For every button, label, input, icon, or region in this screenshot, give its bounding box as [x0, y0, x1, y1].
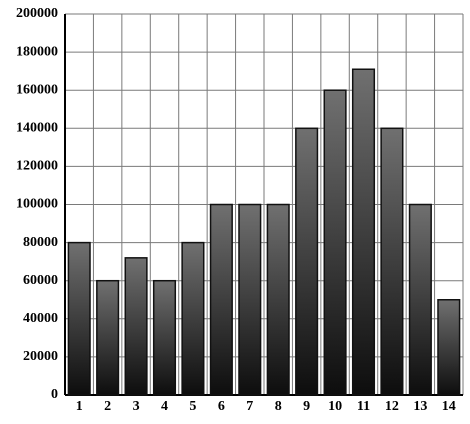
- bar: [351, 68, 376, 396]
- bar: [266, 203, 290, 396]
- y-tick-label: 80000: [23, 235, 58, 250]
- x-tick-label: 12: [385, 399, 399, 414]
- bar: [408, 203, 432, 396]
- x-tick-label: 6: [218, 399, 225, 414]
- x-tick-label: 8: [275, 399, 282, 414]
- bar: [124, 257, 148, 396]
- x-tick-label: 4: [161, 399, 168, 414]
- y-tick-label: 140000: [16, 121, 58, 136]
- bar: [323, 89, 347, 396]
- bar: [437, 299, 461, 396]
- bar: [181, 241, 205, 396]
- x-tick-label: 10: [328, 399, 342, 414]
- y-tick-label: 100000: [16, 197, 58, 212]
- x-tick-label: 1: [76, 399, 83, 414]
- y-tick-label: 0: [51, 387, 58, 402]
- bar: [209, 203, 233, 396]
- bar: [152, 279, 177, 396]
- y-tick-label: 60000: [23, 273, 58, 288]
- x-tick-label: 2: [104, 399, 111, 414]
- x-tick-label: 3: [133, 399, 140, 414]
- bar: [295, 127, 319, 396]
- y-tick-label: 180000: [16, 44, 58, 59]
- bar: [67, 241, 91, 396]
- bar: [96, 279, 120, 396]
- y-tick-label: 20000: [23, 349, 58, 364]
- y-tick-label: 160000: [16, 82, 58, 97]
- x-tick-label: 7: [246, 399, 253, 414]
- x-tick-label: 13: [413, 399, 427, 414]
- x-tick-label: 11: [357, 399, 370, 414]
- y-tick-label: 40000: [23, 311, 58, 326]
- x-tick-label: 5: [189, 399, 196, 414]
- bar: [238, 203, 262, 396]
- y-tick-label: 120000: [16, 159, 58, 174]
- y-tick-label: 200000: [16, 6, 58, 21]
- bar: [380, 127, 404, 396]
- x-tick-label: 14: [442, 399, 456, 414]
- x-tick-label: 9: [303, 399, 310, 414]
